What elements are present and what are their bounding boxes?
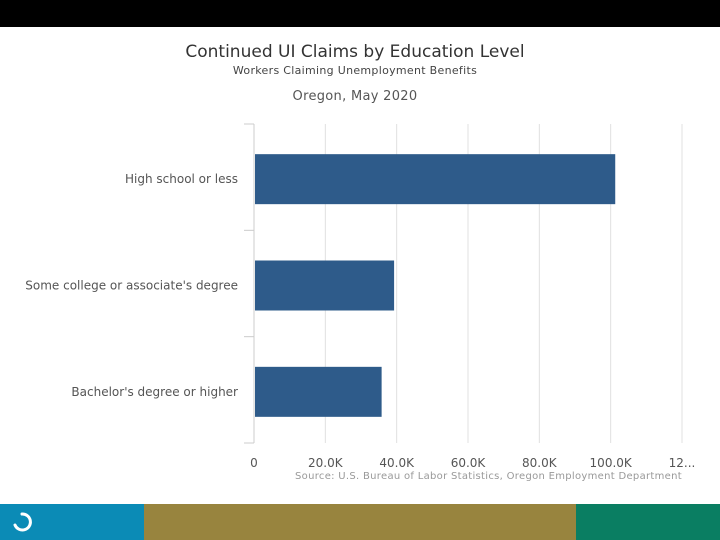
x-tick-label: 40.0K [379, 456, 415, 470]
category-label: Bachelor's degree or higher [71, 385, 238, 399]
source-note: Source: U.S. Bureau of Labor Statistics,… [295, 471, 682, 482]
brand-stripe-olive [144, 504, 576, 540]
x-tick-label: 80.0K [522, 456, 558, 470]
bottom-bar [0, 504, 720, 540]
category-label: Some college or associate's degree [25, 279, 238, 293]
brand-stripe-green [576, 504, 720, 540]
bar [255, 154, 616, 205]
x-tick-label: 60.0K [451, 456, 487, 470]
chart-subtitle: Workers Claiming Unemployment Benefits [232, 64, 478, 77]
chart-title: Continued UI Claims by Education Level [185, 42, 525, 62]
bar-chart: 0 20.0K 40.0K 60.0K 80.0K 100.0K 12... High sch… [25, 123, 696, 470]
x-tick-label: 100.0K [590, 456, 633, 470]
category-label: High school or less [125, 172, 238, 186]
chart-location-date: Oregon, May 2020 [292, 89, 418, 104]
bar [255, 366, 382, 417]
top-bar [0, 0, 720, 27]
x-tick-label: 12... [669, 456, 696, 470]
brand-stripe-blue [0, 504, 144, 540]
x-tick-label: 20.0K [308, 456, 344, 470]
bar [255, 260, 395, 311]
x-tick-label: 0 [250, 456, 258, 470]
logo-icon [13, 512, 32, 532]
